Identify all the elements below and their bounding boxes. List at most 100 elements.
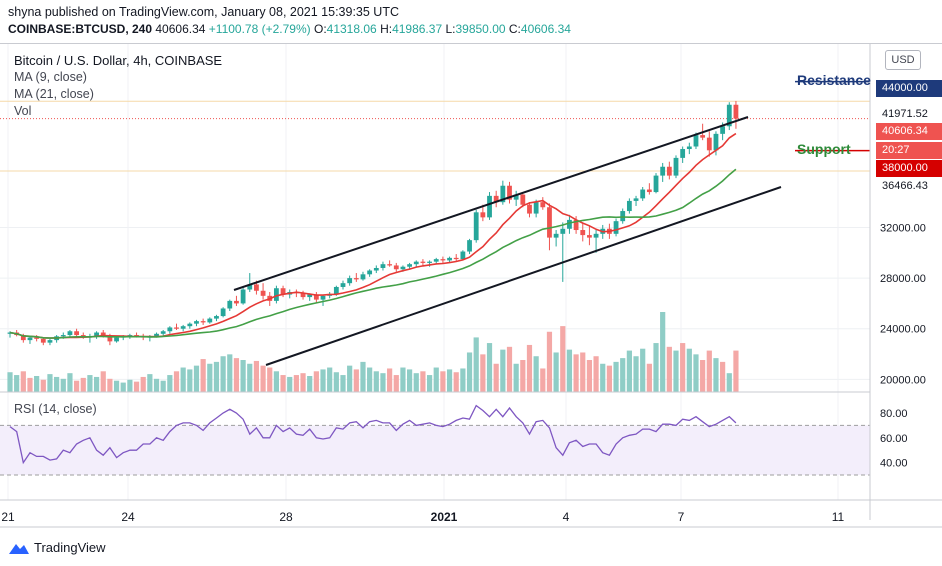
ma21-legend: MA (21, close) [14,87,94,101]
candle-body [520,194,526,205]
volume-bar [133,381,140,392]
candle-body [613,221,619,234]
candle-body [274,288,279,301]
candle-body [307,294,313,298]
open-label: O: [313,22,327,36]
candle-body [393,265,399,270]
candle-body [567,219,572,229]
candle-body [154,333,159,337]
candle-body [200,321,206,323]
volume-bar [173,371,180,392]
candle-body [260,290,266,296]
candle-body [720,126,726,134]
volume-bar [213,361,220,392]
candle-body [34,337,40,339]
candle-body [473,212,479,241]
volume-bar [27,377,33,392]
volume-bar [140,376,146,392]
candle-body [167,327,173,332]
volume-bar [413,373,419,392]
candle-body [460,251,466,260]
volume-bar [373,371,379,392]
candle-body [127,335,133,337]
candle-body [320,295,326,300]
volume-bar [153,378,160,392]
candle-body [500,185,506,203]
volume-bar [387,368,393,392]
candle-body [547,207,552,238]
price-tick-label: 20000.00 [880,374,926,386]
candle-body [673,157,679,176]
volume-bar [327,367,333,392]
trend-channel [233,116,782,366]
tradingview-logo[interactable]: TradingView [8,540,106,555]
candle-body [533,202,539,214]
chart-title: Bitcoin / U.S. Dollar, 4h, COINBASE [14,53,223,68]
candle-body [433,259,439,262]
volume-bar [20,371,26,392]
rsi-legend: RSI (14, close) [14,402,97,416]
volume-bar [67,373,73,392]
rsi-tick-label: 60.00 [880,433,908,445]
candle-body [653,175,659,193]
volume-bar [726,373,732,392]
last-price: 40606.34 [155,22,206,36]
volume-bar [480,354,486,392]
volume-bar [653,343,659,392]
volume-bar [620,358,626,392]
volume-bar [300,373,306,392]
volume-bar [526,344,533,392]
candle-body [487,195,492,218]
volume-bar [34,376,40,392]
price-tick-label: 28000.00 [880,273,926,285]
volume-bar [160,380,166,392]
ohlc-bar: COINBASE:BTCUSD, 240 40606.34 +1100.78 (… [8,22,571,36]
volume-bar [60,378,66,392]
volume-bar [187,369,193,392]
candle-body [74,331,79,336]
volume-bar [93,376,100,392]
candle-body [94,332,99,337]
candle-body [706,137,712,151]
volume-bar [267,367,273,392]
volume-bar [407,369,413,392]
volume-bar [14,375,20,392]
price-tick-label: 24000.00 [880,324,926,336]
rsi-band-fill [0,425,870,475]
volume-bar [320,369,326,392]
candle-body [40,338,46,343]
candle-body [100,332,106,337]
volume-bar [540,368,546,392]
candle-body [187,323,193,327]
candle-body [447,257,452,261]
volume-bar [446,369,453,392]
resistance-price-tag: 44000.00 [876,80,942,97]
volume-bar [287,376,293,392]
ma9-line [9,132,737,339]
candle-body [480,212,486,218]
volume-bar [473,337,479,392]
volume-bar [400,367,406,392]
volume-bar [433,367,439,392]
volume-bar [486,343,493,392]
ma21-line [9,168,737,339]
currency-button[interactable]: USD [885,50,921,70]
volume-bar [666,346,672,392]
volume-bar [686,348,692,392]
volume-bar [500,349,506,392]
volume-bar [47,374,53,392]
volume-bar [460,368,466,392]
tradingview-logo-icon [9,543,29,554]
candle-body [300,293,306,298]
candle-body [114,337,119,342]
volume-bar [54,376,60,392]
candles [7,100,739,346]
candle-body [666,166,672,176]
volume-bar [646,363,652,392]
candle-body [313,294,319,300]
candle-body [360,274,366,280]
volume-bar [586,360,593,392]
volume-bar [74,380,80,392]
candle-body [620,211,626,222]
